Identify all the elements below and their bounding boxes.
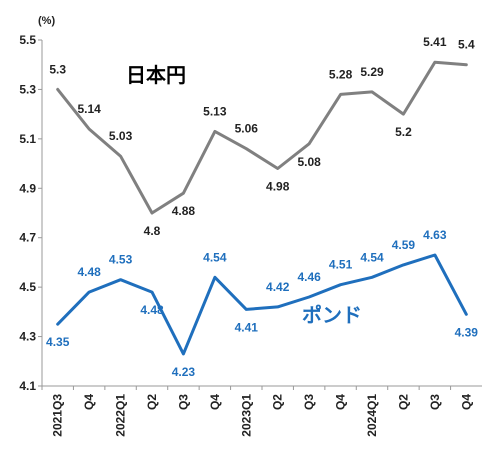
y-tick-label: 4.7 bbox=[19, 231, 36, 245]
x-tick-label: Q2 bbox=[145, 394, 159, 410]
data-label-pound: 4.35 bbox=[46, 335, 70, 349]
data-label-yen: 5.29 bbox=[360, 65, 384, 79]
data-label-yen: 5.28 bbox=[329, 67, 353, 81]
data-label-yen: 5.06 bbox=[235, 122, 259, 136]
data-label-yen: 4.88 bbox=[172, 204, 196, 218]
data-label-yen: 4.8 bbox=[144, 224, 161, 238]
data-label-yen: 5.3 bbox=[49, 62, 66, 76]
data-label-pound: 4.54 bbox=[360, 250, 384, 264]
data-label-pound: 4.53 bbox=[109, 253, 133, 267]
data-labels: 5.3 5.14 5.03 4.8 4.88 5.13 5.06 4.98 5.08 5.28 5.… bbox=[46, 35, 478, 379]
x-tick-label: Q3 bbox=[302, 394, 316, 410]
x-tick-label: 2024Q1 bbox=[365, 394, 379, 437]
data-label-pound: 4.54 bbox=[203, 250, 227, 264]
data-label-pound: 4.51 bbox=[329, 258, 353, 272]
series-label-yen: 日本円 bbox=[126, 63, 186, 87]
x-tick-label: 2021Q3 bbox=[51, 394, 65, 437]
data-label-yen: 5.41 bbox=[423, 35, 447, 49]
series-label-pound: ポンド bbox=[302, 303, 362, 327]
y-tick-label: 4.9 bbox=[19, 181, 36, 195]
x-tick-label: 2022Q1 bbox=[114, 394, 128, 437]
series-line-yen bbox=[56, 60, 468, 215]
data-label-pound: 4.41 bbox=[235, 320, 259, 334]
data-label-yen: 5.03 bbox=[109, 129, 133, 143]
data-label-yen: 5.4 bbox=[458, 38, 475, 52]
x-tick-label: Q4 bbox=[82, 394, 96, 410]
data-label-pound: 4.48 bbox=[140, 303, 164, 317]
x-tick-label: 2023Q1 bbox=[239, 394, 253, 437]
x-tick-label: Q3 bbox=[176, 394, 190, 410]
y-tick-label: 4.1 bbox=[19, 379, 36, 393]
data-label-pound: 4.46 bbox=[297, 270, 321, 284]
data-label-pound: 4.39 bbox=[455, 325, 479, 339]
x-tick-label: Q4 bbox=[459, 394, 473, 410]
data-label-yen: 5.08 bbox=[297, 155, 321, 169]
data-label-pound: 4.23 bbox=[172, 365, 196, 379]
y-tick-label: 4.5 bbox=[19, 280, 36, 294]
y-tick-label: 5.5 bbox=[19, 33, 36, 47]
x-axis: 2021Q3 Q4 2022Q1 Q2 Q3 Q4 2023Q1 Q2 Q3 Q4 2024Q1 Q2… bbox=[41, 386, 473, 437]
y-tick-label: 4.3 bbox=[19, 330, 36, 344]
x-tick-label: Q4 bbox=[208, 394, 222, 410]
x-tick-label: Q2 bbox=[271, 394, 285, 410]
y-tick-label: 5.3 bbox=[19, 82, 36, 96]
y-axis: 5.5 5.3 5.1 4.9 4.7 4.5 4.3 4.1 bbox=[19, 33, 42, 393]
data-label-yen: 5.13 bbox=[203, 104, 227, 118]
y-tick-label: 5.1 bbox=[19, 132, 36, 146]
series-line-pound bbox=[56, 253, 468, 356]
x-tick-label: Q3 bbox=[428, 394, 442, 410]
data-label-yen: 5.14 bbox=[77, 102, 101, 116]
data-label-yen: 5.2 bbox=[395, 125, 412, 139]
data-label-pound: 4.63 bbox=[423, 228, 447, 242]
x-tick-label: Q4 bbox=[334, 394, 348, 410]
x-tick-label: Q2 bbox=[396, 394, 410, 410]
data-label-yen: 4.98 bbox=[266, 180, 290, 194]
y-unit-label: (%) bbox=[38, 15, 55, 27]
series-lines bbox=[56, 60, 468, 356]
data-label-pound: 4.59 bbox=[392, 238, 416, 252]
data-label-pound: 4.48 bbox=[77, 265, 101, 279]
data-label-pound: 4.42 bbox=[266, 280, 290, 294]
